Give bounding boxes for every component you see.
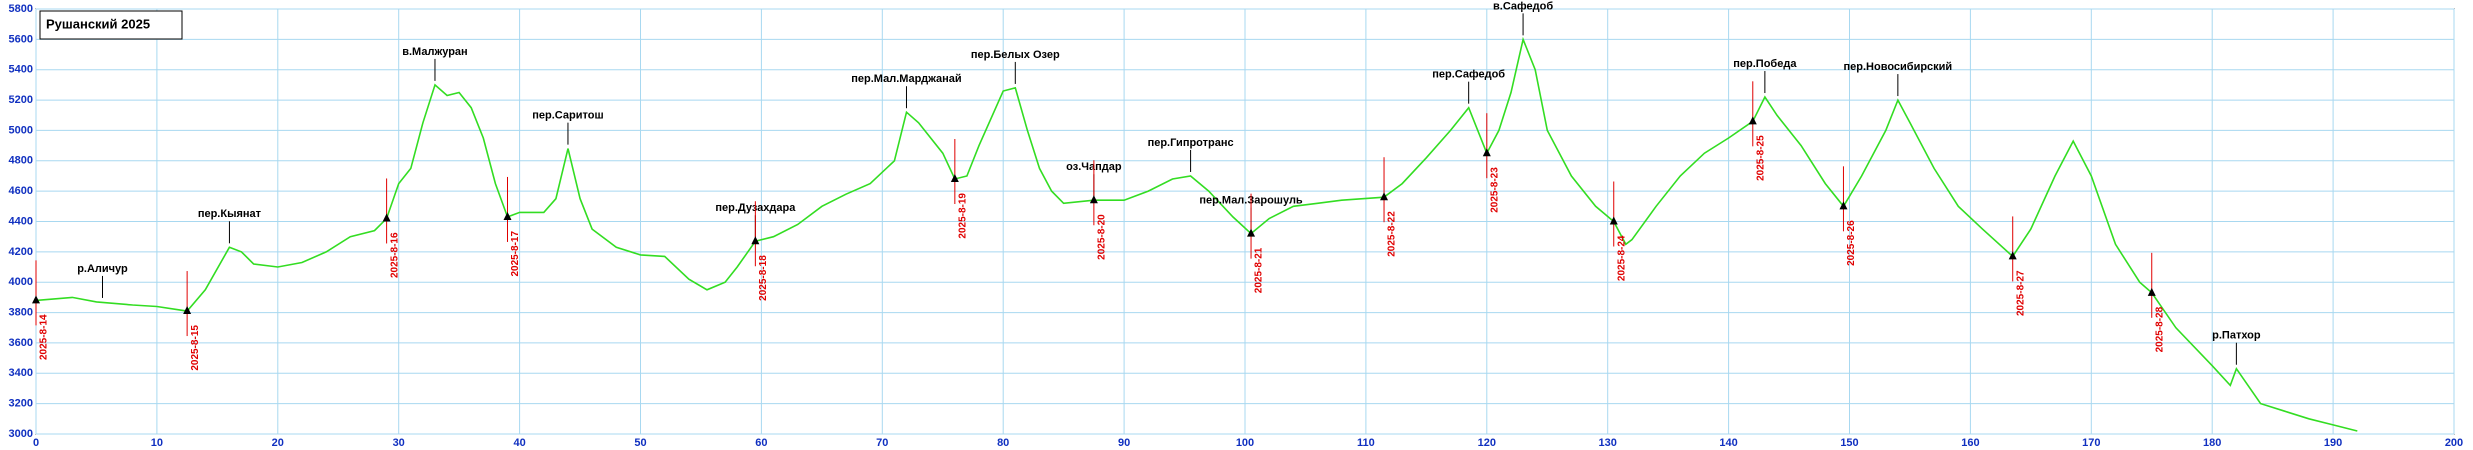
x-tick-label: 130 — [1599, 437, 1617, 449]
camp-marker — [1089, 195, 1098, 204]
x-tick-label: 60 — [755, 437, 767, 449]
date-label: 2025-8-26 — [1846, 220, 1857, 266]
annotation-label: пер.Белых Озер — [971, 49, 1060, 61]
y-tick-label: 3600 — [9, 337, 33, 349]
camp-marker — [503, 211, 512, 220]
x-tick-label: 190 — [2324, 437, 2342, 449]
x-tick-label: 100 — [1236, 437, 1254, 449]
date-label: 2025-8-19 — [957, 193, 968, 239]
y-tick-label: 5600 — [9, 33, 33, 45]
annotation-label: пер.Новосибирский — [1844, 61, 1953, 73]
camp-marker — [1609, 216, 1618, 225]
x-tick-label: 90 — [1118, 437, 1130, 449]
y-tick-label: 3000 — [9, 428, 33, 440]
x-tick-label: 30 — [393, 437, 405, 449]
date-label: 2025-8-21 — [1254, 247, 1265, 293]
x-tick-label: 150 — [1840, 437, 1858, 449]
y-tick-label: 5200 — [9, 94, 33, 106]
x-tick-label: 10 — [151, 437, 163, 449]
x-tick-label: 160 — [1961, 437, 1979, 449]
elevation-line — [35, 36, 2358, 432]
camp-marker — [751, 236, 760, 245]
x-tick-label: 0 — [33, 437, 39, 449]
x-tick-label: 140 — [1719, 437, 1737, 449]
x-tick-label: 40 — [513, 437, 525, 449]
date-label: 2025-8-23 — [1489, 167, 1500, 213]
annotation-label: пер.Гипротранс — [1148, 137, 1234, 149]
y-tick-label: 5800 — [9, 3, 33, 15]
annotation-label: в.Сафедоб — [1493, 0, 1553, 12]
title-box — [39, 10, 183, 40]
camp-marker — [2147, 287, 2156, 296]
x-tick-label: 110 — [1357, 437, 1375, 449]
x-tick-label: 20 — [272, 437, 284, 449]
camp-marker — [2008, 251, 2017, 260]
camp-marker — [1748, 116, 1757, 125]
date-label: 2025-8-18 — [758, 255, 769, 301]
x-tick-label: 120 — [1478, 437, 1496, 449]
annotation-label: пер.Кыянат — [198, 208, 262, 220]
x-tick-label: 200 — [2445, 437, 2463, 449]
y-tick-label: 4600 — [9, 185, 33, 197]
annotation-label: пер.Мал.Марджанай — [851, 73, 961, 85]
date-label: 2025-8-15 — [190, 325, 201, 371]
y-tick-label: 3200 — [9, 398, 33, 410]
y-tick-label: 4200 — [9, 246, 33, 258]
x-tick-label: 170 — [2082, 437, 2100, 449]
date-label: 2025-8-28 — [2154, 306, 2165, 352]
date-label: 2025-8-24 — [1616, 235, 1627, 281]
camp-marker — [382, 213, 391, 222]
date-label: 2025-8-14 — [39, 314, 50, 360]
camp-marker — [1482, 148, 1491, 157]
camp-marker — [183, 306, 192, 315]
y-tick-label: 4000 — [9, 276, 33, 288]
camp-marker — [32, 295, 40, 304]
date-label: 2025-8-17 — [510, 231, 521, 277]
y-tick-label: 3400 — [9, 367, 33, 379]
camp-marker — [1380, 192, 1389, 201]
y-tick-label: 5000 — [9, 124, 33, 136]
date-label: 2025-8-22 — [1387, 211, 1398, 257]
date-label: 2025-8-20 — [1097, 214, 1108, 260]
date-label: 2025-8-16 — [389, 232, 400, 278]
camp-marker — [1247, 228, 1256, 237]
annotation-label: пер.Саритош — [532, 110, 603, 122]
annotation-label: р.Аличур — [77, 263, 128, 275]
y-tick-label: 3800 — [9, 306, 33, 318]
y-tick-label: 4400 — [9, 215, 33, 227]
annotation-label: пер.Сафедоб — [1432, 69, 1505, 81]
x-tick-label: 180 — [2203, 437, 2221, 449]
date-label: 2025-8-25 — [1755, 135, 1766, 181]
date-label: 2025-8-27 — [2015, 270, 2026, 316]
annotation-label: р.Патхор — [2212, 330, 2261, 342]
x-tick-label: 50 — [634, 437, 646, 449]
camp-marker — [950, 174, 959, 182]
chart-title: Рушанский 2025 — [46, 16, 150, 31]
annotation-label: в.Малжуран — [402, 46, 467, 58]
x-tick-label: 70 — [876, 437, 888, 449]
annotation-label: пер.Победа — [1733, 58, 1797, 70]
y-tick-label: 4800 — [9, 155, 33, 167]
y-tick-label: 5400 — [9, 64, 33, 76]
x-tick-label: 80 — [997, 437, 1009, 449]
camp-marker — [1839, 201, 1848, 210]
